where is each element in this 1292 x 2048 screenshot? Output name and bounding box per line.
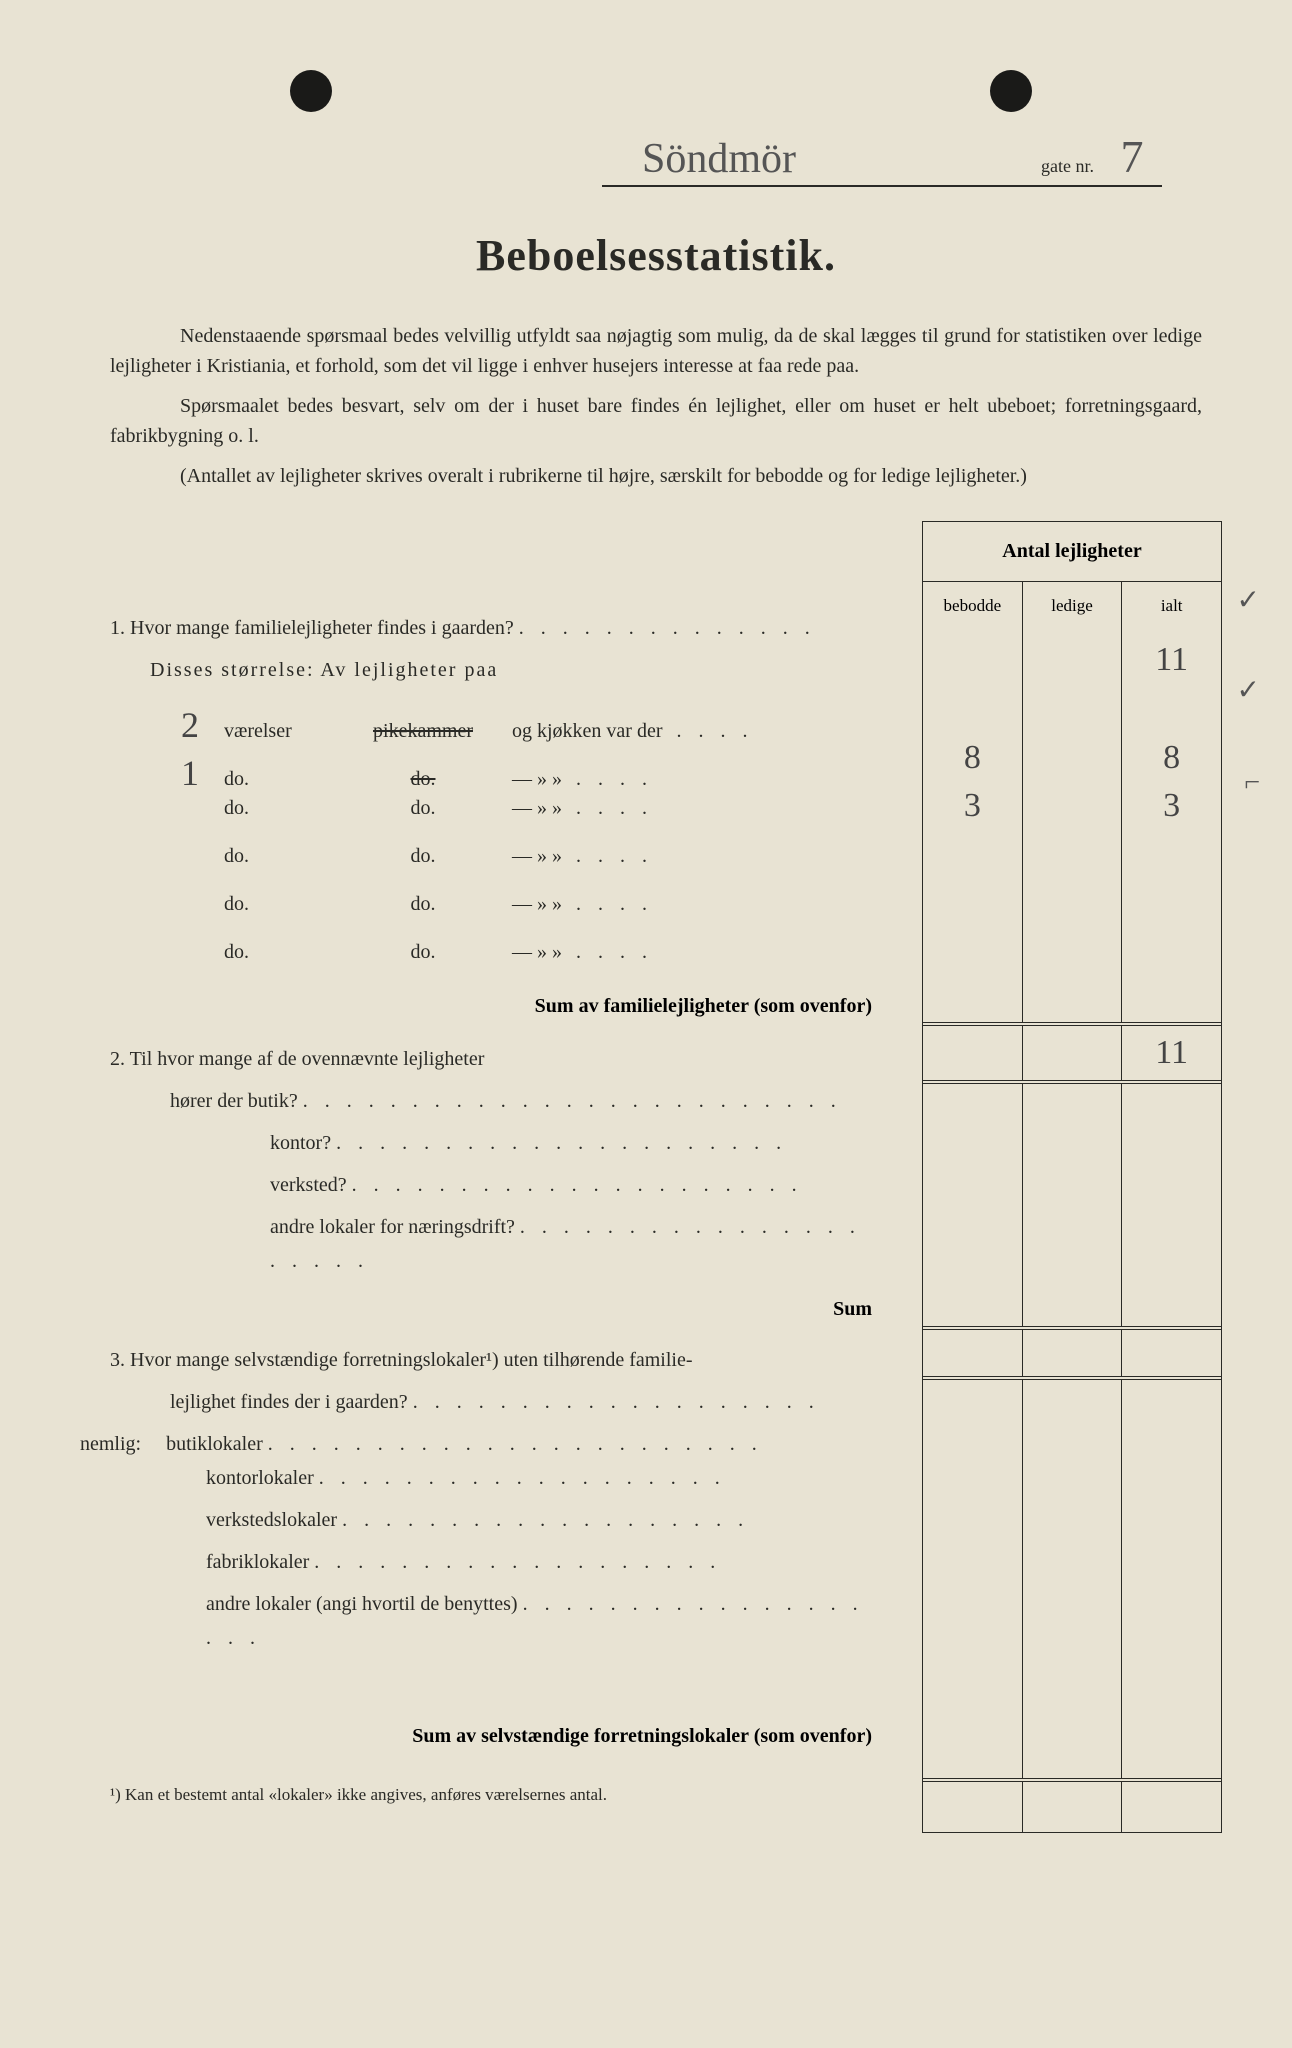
row1-ialt: 8 bbox=[1122, 734, 1221, 782]
room-row: do.do.— » » . . . . bbox=[110, 791, 882, 839]
table-header-sub: bebodde ledige ialt bbox=[923, 582, 1221, 630]
q1-sum-ialt: 11 bbox=[1122, 1026, 1221, 1080]
intro-paragraph-2: Spørsmaalet bedes besvart, selv om der i… bbox=[110, 391, 1202, 451]
header-address-line: Söndmör gate nr. 7 bbox=[602, 130, 1162, 187]
intro-paragraph-1: Nedenstaaende spørsmaal bedes velvillig … bbox=[110, 321, 1202, 381]
room-label: do. bbox=[224, 935, 334, 969]
room-row: do.do.— » » . . . . bbox=[110, 839, 882, 887]
room-mid: do. bbox=[348, 887, 498, 921]
table-header: Antal lejligheter bebodde ledige ialt bbox=[922, 521, 1222, 630]
checkmark-3: ⌐ bbox=[1244, 767, 1260, 799]
form-content: Antal lejligheter bebodde ledige ialt 11… bbox=[110, 521, 1202, 1760]
room-mid: pikekammer bbox=[348, 714, 498, 748]
table-header-main: Antal lejligheter bbox=[923, 522, 1221, 582]
checkmark-1: ✓ bbox=[1237, 583, 1260, 617]
q3-sum-label: Sum av selvstændige forretningslokaler (… bbox=[110, 1713, 882, 1760]
q2-sum-label: Sum bbox=[110, 1286, 882, 1333]
q3-items: kontorlokaler . . . . . . . . . . . . . … bbox=[110, 1461, 882, 1655]
row2-ialt: 3 bbox=[1122, 782, 1221, 830]
room-label: do. bbox=[224, 791, 334, 825]
room-end: — » » bbox=[512, 887, 562, 921]
punch-hole-right bbox=[990, 70, 1032, 112]
q3-item: andre lokaler (angi hvortil de benyttes)… bbox=[110, 1587, 882, 1655]
room-end: — » » bbox=[512, 839, 562, 873]
q2-item: andre lokaler for næringsdrift? . . . . … bbox=[110, 1210, 882, 1278]
count-table: Antal lejligheter bebodde ledige ialt 11… bbox=[922, 521, 1222, 1833]
col-ialt: ialt bbox=[1122, 582, 1221, 630]
col-ledige: ledige bbox=[1023, 582, 1123, 630]
room-label: do. bbox=[224, 887, 334, 921]
room-end: og kjøkken var der bbox=[512, 714, 663, 748]
q3-item: kontorlokaler . . . . . . . . . . . . . … bbox=[110, 1461, 882, 1495]
question-2: 2. Til hvor mange af de ovennævnte lejli… bbox=[110, 1042, 882, 1278]
q2-item: kontor? . . . . . . . . . . . . . . . . … bbox=[110, 1126, 882, 1160]
punch-hole-left bbox=[290, 70, 332, 112]
room-row: 2værelserpikekammerog kjøkken var der . … bbox=[110, 695, 882, 743]
gate-number: 7 bbox=[1102, 130, 1162, 185]
room-end: — » » bbox=[512, 935, 562, 969]
q1-total-ialt: 11 bbox=[1122, 630, 1221, 690]
table-body: 11 8 8 3 3 11 bbox=[922, 630, 1222, 1832]
q2-item: verksted? . . . . . . . . . . . . . . . … bbox=[110, 1168, 882, 1202]
room-label: do. bbox=[224, 839, 334, 873]
document-page: Söndmör gate nr. 7 Beboelsesstatistik. N… bbox=[0, 0, 1292, 2048]
row1-bebodde: 8 bbox=[923, 734, 1023, 782]
room-row: do.do.— » » . . . . bbox=[110, 887, 882, 935]
page-title: Beboelsesstatistik. bbox=[110, 230, 1202, 281]
intro-paragraph-3: (Antallet av lejligheter skrives overalt… bbox=[110, 461, 1202, 491]
room-row: do.do.— » » . . . . bbox=[110, 935, 882, 983]
q3-nemlig: nemlig: butiklokaler . . . . . . . . . .… bbox=[80, 1427, 882, 1461]
street-name: Söndmör bbox=[602, 135, 1033, 185]
gate-label: gate nr. bbox=[1033, 156, 1102, 181]
checkmark-2: ✓ bbox=[1237, 673, 1260, 707]
question-1: 1. Hvor mange familielejligheter findes … bbox=[110, 611, 882, 687]
room-mid: do. bbox=[348, 839, 498, 873]
question-3: 3. Hvor mange selvstændige forretningslo… bbox=[110, 1343, 882, 1419]
q3-item: fabriklokaler . . . . . . . . . . . . . … bbox=[110, 1545, 882, 1579]
col-bebodde: bebodde bbox=[923, 582, 1023, 630]
room-count: 1 bbox=[170, 743, 210, 804]
q3-item: verkstedslokaler . . . . . . . . . . . .… bbox=[110, 1503, 882, 1537]
room-mid: do. bbox=[348, 935, 498, 969]
q1-sum-label: Sum av familielejligheter (som ovenfor) bbox=[110, 983, 882, 1030]
room-label: værelser bbox=[224, 714, 334, 748]
row2-bebodde: 3 bbox=[923, 782, 1023, 830]
room-end: — » » bbox=[512, 791, 562, 825]
room-row: 1do.do.— » » . . . . bbox=[110, 743, 882, 791]
room-mid: do. bbox=[348, 791, 498, 825]
